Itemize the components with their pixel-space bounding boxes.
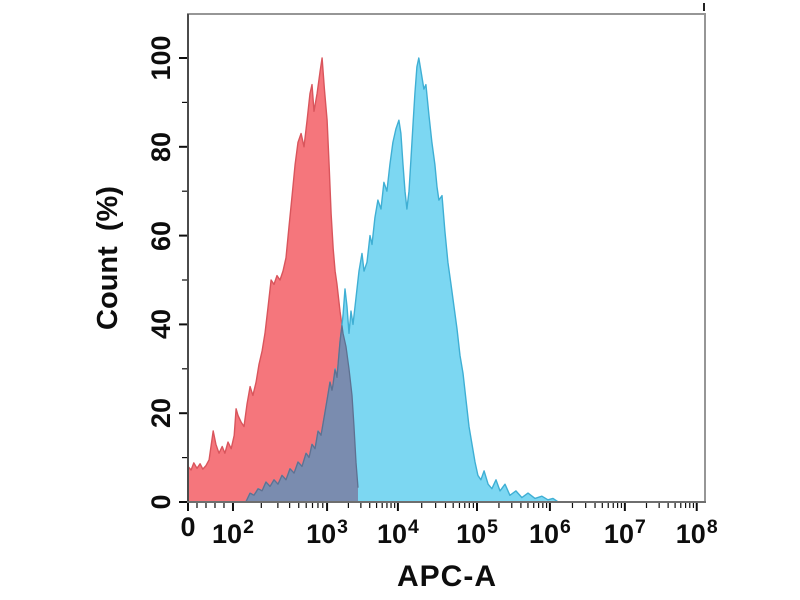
blue-histogram-area — [245, 58, 559, 502]
red-histogram-outline — [187, 57, 360, 503]
overlap-outline — [245, 325, 359, 502]
red-histogram-area — [188, 58, 359, 502]
overlap-area — [246, 325, 358, 502]
